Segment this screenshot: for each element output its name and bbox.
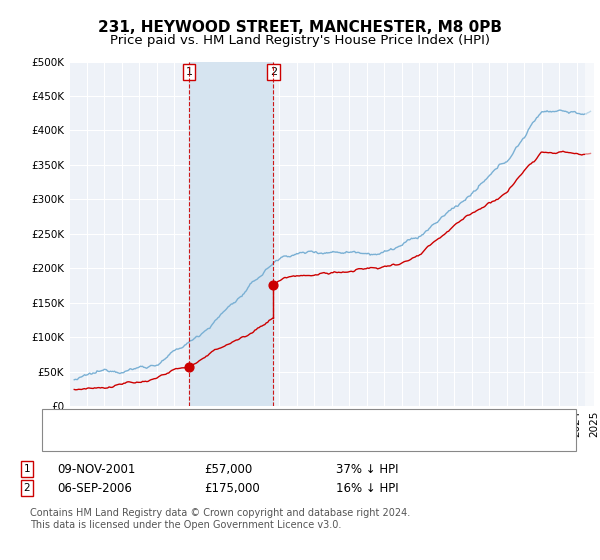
Text: 09-NOV-2001: 09-NOV-2001: [57, 463, 136, 476]
Text: 06-SEP-2006: 06-SEP-2006: [57, 482, 132, 495]
Text: 2: 2: [270, 67, 277, 77]
Text: 1: 1: [185, 67, 193, 77]
Point: [269, 281, 278, 290]
Point: [184, 363, 194, 372]
Text: Contains HM Land Registry data © Crown copyright and database right 2024.
This d: Contains HM Land Registry data © Crown c…: [30, 508, 410, 530]
Text: HPI: Average price, detached house, Manchester: HPI: Average price, detached house, Manc…: [84, 432, 371, 446]
Text: 1: 1: [23, 464, 31, 474]
Text: 231, HEYWOOD STREET, MANCHESTER, M8 0PB (detached house): 231, HEYWOOD STREET, MANCHESTER, M8 0PB …: [84, 414, 473, 427]
Text: Price paid vs. HM Land Registry's House Price Index (HPI): Price paid vs. HM Land Registry's House …: [110, 34, 490, 46]
Polygon shape: [585, 62, 594, 406]
Text: 2: 2: [23, 483, 31, 493]
Text: 16% ↓ HPI: 16% ↓ HPI: [336, 482, 398, 495]
Text: 231, HEYWOOD STREET, MANCHESTER, M8 0PB: 231, HEYWOOD STREET, MANCHESTER, M8 0PB: [98, 20, 502, 35]
Text: £57,000: £57,000: [204, 463, 252, 476]
Text: £175,000: £175,000: [204, 482, 260, 495]
Text: 37% ↓ HPI: 37% ↓ HPI: [336, 463, 398, 476]
Bar: [189, 62, 274, 406]
